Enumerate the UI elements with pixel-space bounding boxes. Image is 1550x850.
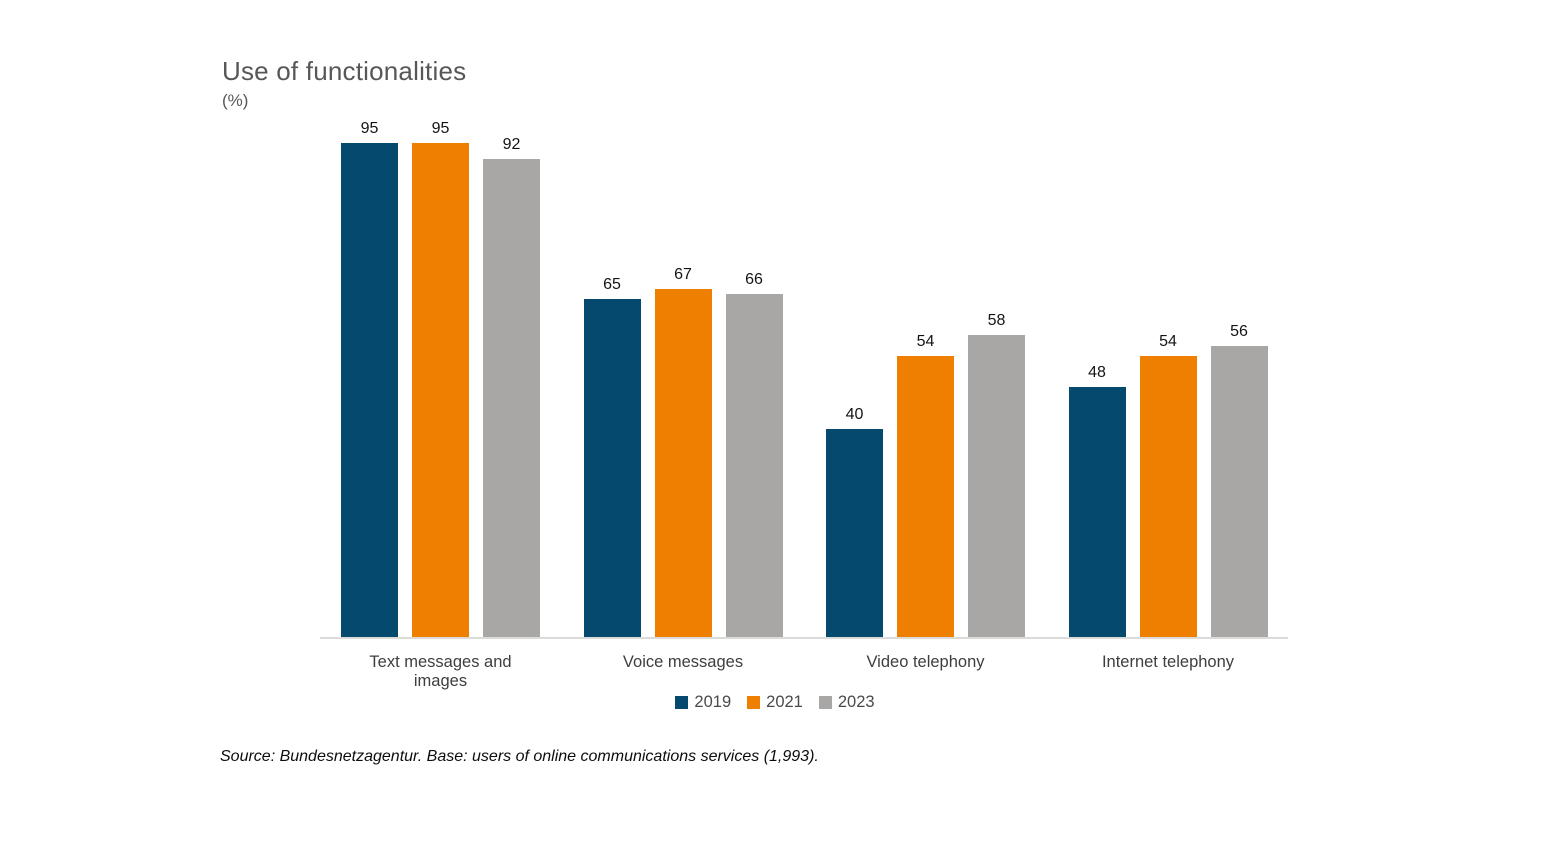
bar-value-label: 54 <box>916 333 935 351</box>
bar-2019 <box>1068 387 1126 637</box>
bar-value-label: 48 <box>1088 364 1106 382</box>
bar-slot: 54 <box>1139 333 1197 637</box>
bar-value-label: 54 <box>1159 333 1177 351</box>
bar-value-label: 95 <box>431 120 450 137</box>
bar-2019 <box>826 429 883 637</box>
bar-2021 <box>654 288 712 637</box>
legend-item: 2019 <box>675 693 731 712</box>
bar-group: 48 54 56 <box>1068 322 1268 637</box>
bar-value-label: 65 <box>603 276 621 293</box>
bar-slot: 48 <box>1068 364 1126 637</box>
bar-2023 <box>725 293 783 637</box>
bar-value-label: 58 <box>987 312 1006 330</box>
bar-slot: 65 <box>583 276 641 637</box>
bar-slot: 54 <box>897 334 954 637</box>
chart-subtitle: (%) <box>222 91 249 110</box>
legend-item: 2023 <box>818 693 875 712</box>
bar-group: 40 54 58 <box>826 313 1025 637</box>
bar-slot: 58 <box>968 313 1025 637</box>
category-label: Internet telephony <box>1101 653 1235 671</box>
bar-value-label: 67 <box>674 265 692 283</box>
bar-2021 <box>412 143 469 637</box>
legend-label: 2019 <box>694 693 732 711</box>
legend-swatch-icon <box>675 696 689 709</box>
legend-label: 2023 <box>837 693 875 711</box>
legend-label: 2021 <box>766 693 803 711</box>
bar-2019 <box>583 299 641 637</box>
legend-swatch-icon <box>747 696 761 709</box>
bar-group: 65 67 66 <box>583 265 783 637</box>
bar-value-label: 56 <box>1230 322 1248 340</box>
bar-2023 <box>968 335 1025 637</box>
bar-slot: 56 <box>1210 322 1268 637</box>
category-label: Video telephony <box>866 653 985 671</box>
bar-group: 95 95 92 <box>341 121 540 637</box>
bar-slot: 66 <box>725 270 783 637</box>
source-note: Source: Bundesnetzagentur. Base: users o… <box>220 748 819 765</box>
category-label: Voice messages <box>622 653 744 671</box>
bar-slot: 95 <box>341 121 398 637</box>
bar-2021 <box>897 356 954 637</box>
bar-2023 <box>483 158 540 637</box>
legend-item: 2021 <box>747 693 803 712</box>
bar-value-label: 40 <box>845 406 864 423</box>
bar-2021 <box>1139 356 1197 637</box>
chart-title: Use of functionalities <box>222 56 467 86</box>
bar-slot: 67 <box>654 265 712 637</box>
plot-area: 95 95 92 Text messages and images 65 67 66 Voic… <box>320 120 1288 690</box>
bar-value-label: 66 <box>745 270 763 288</box>
bar-slot: 40 <box>826 407 883 637</box>
bar-value-label: 92 <box>502 135 521 153</box>
legend: 2019 2021 2023 <box>320 693 1230 712</box>
legend-swatch-icon <box>818 696 832 709</box>
bar-slot: 92 <box>483 135 540 637</box>
bar-2019 <box>341 143 398 637</box>
bar-slot: 95 <box>412 121 469 637</box>
bar-2023 <box>1210 345 1268 637</box>
bar-value-label: 95 <box>360 120 379 137</box>
category-label: Text messages and images <box>369 653 512 690</box>
